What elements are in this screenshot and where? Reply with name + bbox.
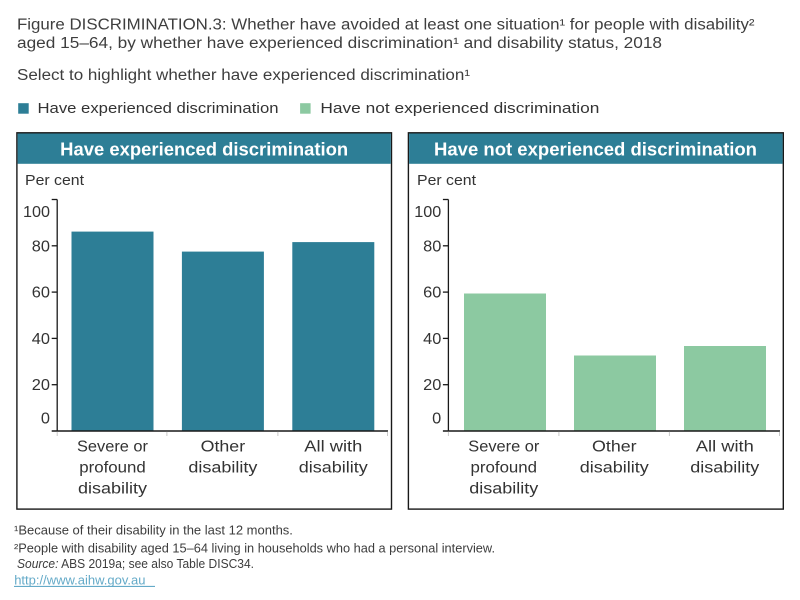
svg-text:40: 40 <box>32 331 50 348</box>
svg-text:Per cent: Per cent <box>25 172 85 189</box>
svg-text:Have not experienced discrimin: Have not experienced discrimination <box>434 140 757 160</box>
svg-text:²People with disability aged 1: ²People with disability aged 15–64 livin… <box>14 540 495 555</box>
svg-text:disability: disability <box>188 460 257 477</box>
svg-text:disability: disability <box>580 460 649 477</box>
svg-text:Source: ABS 2019a; see also Ta: Source: ABS 2019a; see also Table DISC34… <box>17 556 254 571</box>
svg-text:60: 60 <box>32 285 50 302</box>
svg-text:Figure DISCRIMINATION.3: Wheth: Figure DISCRIMINATION.3: Whether have av… <box>17 17 755 34</box>
svg-text:profound: profound <box>79 460 146 477</box>
svg-text:¹Because of their disability i: ¹Because of their disability in the last… <box>14 523 293 538</box>
svg-text:Other: Other <box>592 439 637 456</box>
svg-text:disability: disability <box>78 481 147 498</box>
svg-text:disability: disability <box>299 460 368 477</box>
svg-text:20: 20 <box>32 377 50 394</box>
svg-text:Have experienced discriminatio: Have experienced discrimination <box>60 140 348 160</box>
svg-text:Have not experienced discrimin: Have not experienced discrimination <box>320 100 599 117</box>
svg-text:aged 15–64, by whether have ex: aged 15–64, by whether have experienced … <box>17 35 662 52</box>
svg-text:100: 100 <box>23 204 50 221</box>
svg-text:40: 40 <box>423 331 441 348</box>
svg-text:Other: Other <box>201 439 246 456</box>
svg-text:Severe or: Severe or <box>468 439 539 456</box>
svg-text:http://www.aihw.gov.au: http://www.aihw.gov.au <box>14 573 145 588</box>
svg-text:60: 60 <box>423 285 441 302</box>
svg-text:Select to highlight whether ha: Select to highlight whether have experie… <box>17 67 470 84</box>
svg-text:0: 0 <box>41 411 50 428</box>
svg-text:All with: All with <box>304 439 362 456</box>
svg-text:disability: disability <box>469 481 538 498</box>
svg-text:Severe or: Severe or <box>77 439 148 456</box>
svg-text:20: 20 <box>423 377 441 394</box>
svg-text:100: 100 <box>414 204 441 221</box>
svg-text:Per cent: Per cent <box>417 172 477 189</box>
svg-text:Have experienced discriminatio: Have experienced discrimination <box>38 100 279 117</box>
svg-text:All with: All with <box>696 439 754 456</box>
svg-text:0: 0 <box>432 411 441 428</box>
svg-text:80: 80 <box>423 238 441 255</box>
svg-text:80: 80 <box>32 238 50 255</box>
svg-text:disability: disability <box>690 460 759 477</box>
svg-text:profound: profound <box>471 460 538 477</box>
